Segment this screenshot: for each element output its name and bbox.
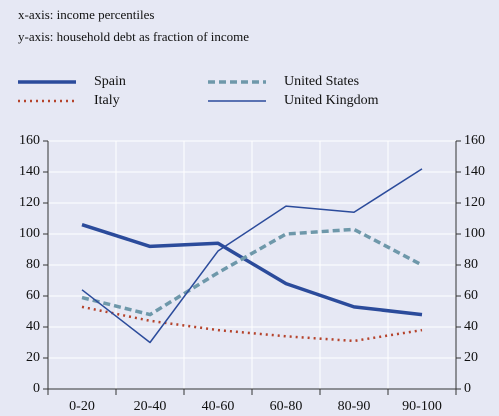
annotation: y-axis: household debt as fraction of in… bbox=[18, 29, 249, 44]
legend-label: United States bbox=[284, 74, 359, 89]
x-tick-label: 40-60 bbox=[202, 399, 235, 414]
y-tick-label: 100 bbox=[19, 226, 40, 241]
annotation: x-axis: income percentiles bbox=[18, 7, 154, 22]
x-tick-label: 20-40 bbox=[134, 399, 167, 414]
y-tick-label: 160 bbox=[19, 133, 40, 148]
y-tick-label: 40 bbox=[26, 319, 40, 334]
y2-tick-label: 160 bbox=[464, 133, 485, 148]
y2-tick-label: 100 bbox=[464, 226, 485, 241]
y-tick-label: 20 bbox=[26, 350, 40, 365]
y2-tick-label: 60 bbox=[464, 288, 478, 303]
legend-label: Spain bbox=[94, 74, 126, 89]
y2-tick-label: 80 bbox=[464, 257, 478, 272]
series-line bbox=[81, 227, 423, 317]
x-tick-label: 90-100 bbox=[402, 399, 442, 414]
y2-tick-label: 20 bbox=[464, 350, 478, 365]
series-line bbox=[81, 168, 423, 344]
legend-label: Italy bbox=[94, 93, 120, 108]
y-tick-label: 60 bbox=[26, 288, 40, 303]
y2-tick-label: 140 bbox=[464, 164, 485, 179]
series-line bbox=[81, 223, 423, 317]
y-tick-label: 80 bbox=[26, 257, 40, 272]
y2-tick-label: 40 bbox=[464, 319, 478, 334]
y-tick-label: 120 bbox=[19, 195, 40, 210]
y-tick-label: 140 bbox=[19, 164, 40, 179]
y2-tick-label: 0 bbox=[464, 381, 471, 396]
y2-tick-label: 120 bbox=[464, 195, 485, 210]
x-tick-label: 60-80 bbox=[270, 399, 303, 414]
legend-label: United Kingdom bbox=[284, 93, 379, 108]
x-tick-label: 0-20 bbox=[69, 399, 95, 414]
y-tick-label: 0 bbox=[33, 381, 40, 396]
x-tick-label: 80-90 bbox=[338, 399, 371, 414]
